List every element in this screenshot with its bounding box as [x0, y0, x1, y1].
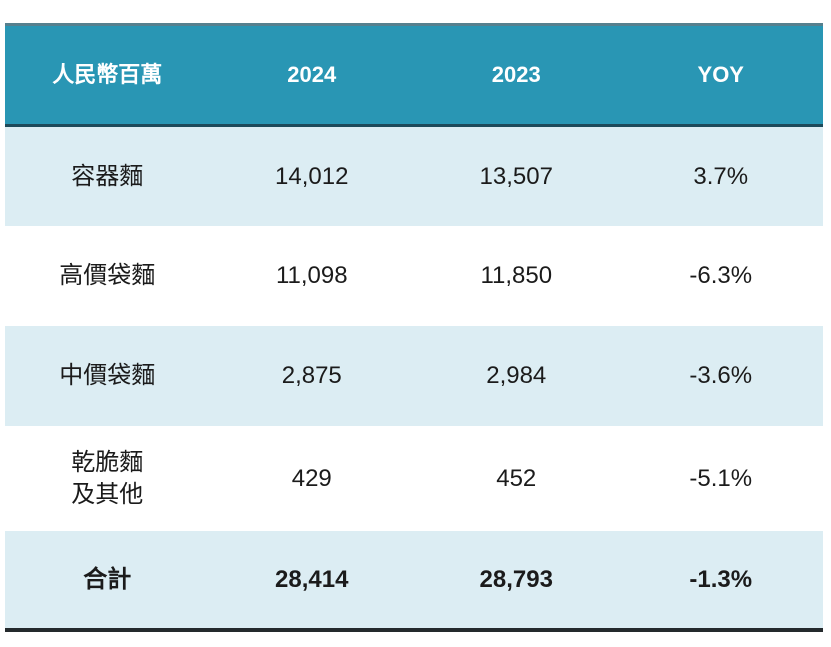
cell-2024: 11,098	[275, 262, 348, 290]
cell-label: 高價袋麵	[59, 262, 156, 290]
cell-yoy: -1.3%	[689, 565, 753, 593]
header-cell-2023: 2023	[491, 61, 541, 87]
cell-label: 合計	[83, 565, 132, 593]
cell-label: 中價袋麵	[59, 362, 156, 390]
table-row-mid-price-bag-noodles: 中價袋麵 2,875 2,984 -3.6%	[5, 326, 823, 426]
table-row-container-noodles: 容器麵 14,012 13,507 3.7%	[5, 127, 823, 226]
cell-2024: 429	[291, 464, 332, 492]
cell-yoy: -5.1%	[689, 464, 753, 492]
cell-2024: 14,012	[275, 162, 349, 190]
cell-2023: 11,850	[480, 262, 553, 290]
cell-label: 乾脆麵 及其他	[71, 449, 144, 508]
header-cell-2024: 2024	[287, 61, 337, 87]
table-row-total: 合計 28,414 28,793 -1.3%	[5, 531, 823, 632]
header-cell-yoy: YOY	[697, 61, 744, 87]
cell-label: 容器麵	[71, 162, 144, 190]
table-row-crispy-noodles-others: 乾脆麵 及其他 429 452 -5.1%	[5, 426, 823, 531]
cell-2023: 452	[496, 464, 537, 492]
cell-2024: 2,875	[281, 362, 342, 390]
header-cell-units: 人民幣百萬	[52, 61, 163, 87]
cell-2023: 2,984	[486, 362, 547, 390]
table-header-row: 人民幣百萬 2024 2023 YOY	[5, 23, 823, 127]
cell-yoy: -3.6%	[689, 362, 753, 390]
financial-table: 人民幣百萬 2024 2023 YOY 容器麵 14,012 13,507 3.…	[5, 23, 823, 632]
cell-2024: 28,414	[275, 565, 349, 593]
cell-yoy: -6.3%	[689, 262, 753, 290]
cell-2023: 13,507	[479, 162, 553, 190]
cell-2023: 28,793	[479, 565, 553, 593]
cell-yoy: 3.7%	[693, 162, 749, 190]
table-row-high-price-bag-noodles: 高價袋麵 11,098 11,850 -6.3%	[5, 226, 823, 326]
